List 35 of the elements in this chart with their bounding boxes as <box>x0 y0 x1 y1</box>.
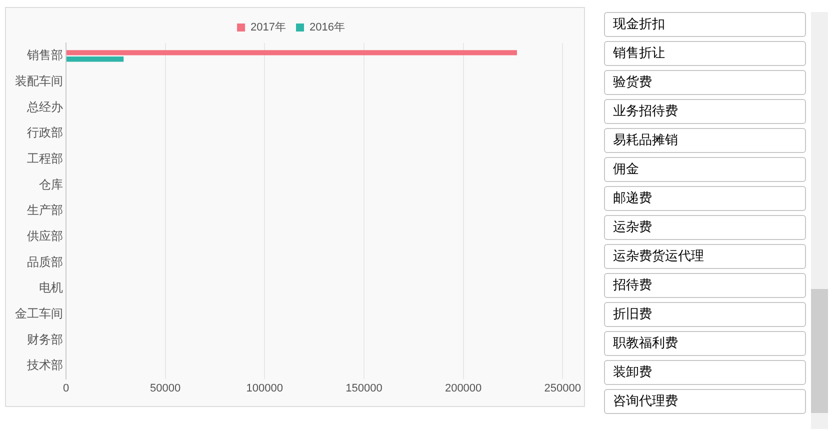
y-tick-label: 销售部 <box>26 48 63 62</box>
x-tick-label: 100000 <box>246 382 284 394</box>
text: 销售折让 <box>604 41 806 66</box>
text: 现金折扣 <box>604 12 806 37</box>
text: 运杂费货运代理 <box>604 244 806 269</box>
text: 运杂费 <box>604 215 806 240</box>
legend-label: 2016年 <box>310 22 345 34</box>
y-tick-label: 装配车间 <box>15 74 63 88</box>
x-tick-label: 50000 <box>150 382 181 394</box>
y-tick-label: 电机 <box>39 280 63 295</box>
text: 折旧费 <box>604 302 806 327</box>
y-tick-label: 行政部 <box>27 126 63 140</box>
legend-label: 2017年 <box>250 22 286 34</box>
x-tick-label: 150000 <box>346 382 382 394</box>
x-tick-label: 250000 <box>544 382 582 394</box>
text: 业务招待费 <box>604 99 806 124</box>
x-tick-label: 200000 <box>444 382 482 394</box>
y-tick-label: 技术部 <box>26 358 63 372</box>
y-tick-label: 财务部 <box>27 332 63 346</box>
y-tick-label: 工程部 <box>27 152 63 166</box>
x-tick-label: 0 <box>62 382 70 394</box>
y-tick-label: 品质部 <box>27 254 63 269</box>
text: 邮递费 <box>604 186 806 211</box>
text: 职教福利费 <box>604 331 806 356</box>
y-tick-label: 仓库 <box>39 177 63 192</box>
text: 易耗品摊销 <box>604 128 806 153</box>
y-tick-label: 生产部 <box>27 203 63 218</box>
text: 招待费 <box>604 273 806 298</box>
text: 验货费 <box>604 70 806 95</box>
text: 装卸费 <box>604 360 806 385</box>
y-tick-label: 金工车间 <box>15 306 63 321</box>
y-tick-label: 供应部 <box>27 229 63 244</box>
y-tick-label: 总经办 <box>26 100 63 114</box>
text: 咨询代理费 <box>604 389 806 414</box>
text: 佣金 <box>604 157 806 182</box>
